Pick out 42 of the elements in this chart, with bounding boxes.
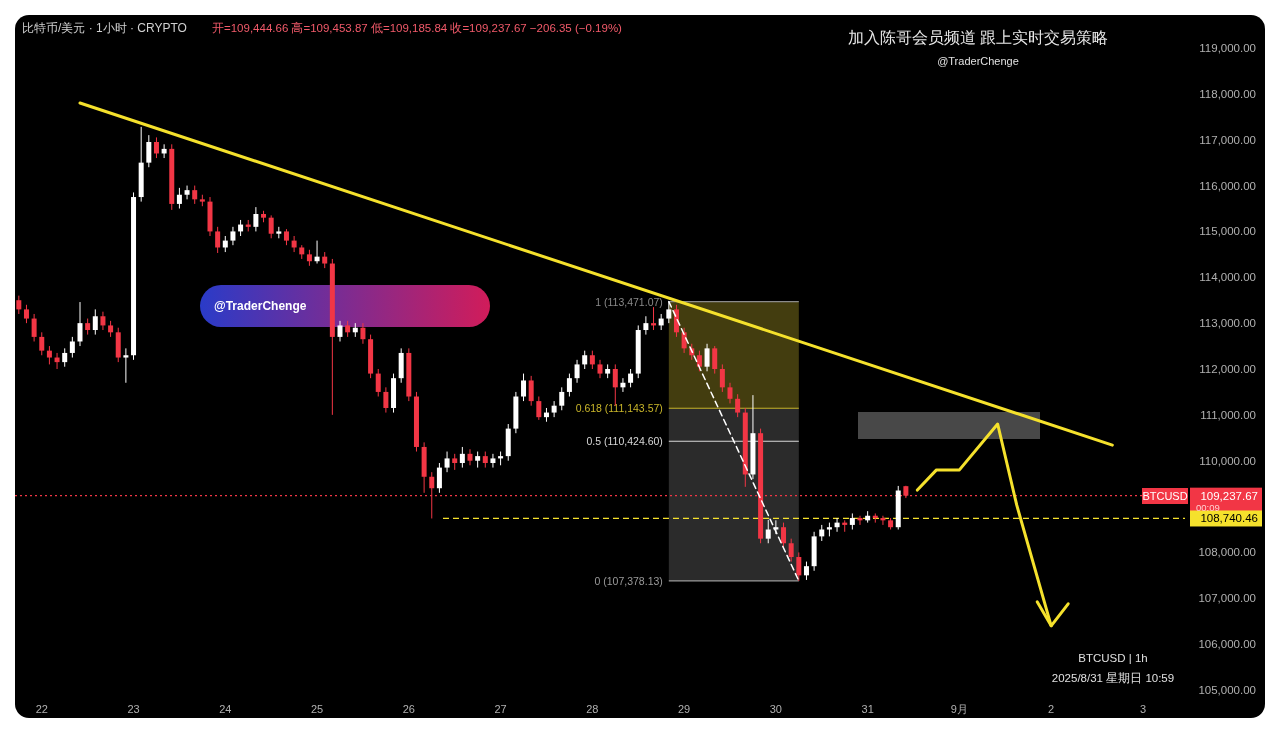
x-tick-label: 30 — [769, 703, 783, 715]
annotation: BTCUSD | 1h — [1078, 652, 1148, 664]
annotation: @TraderChenge — [937, 55, 1019, 67]
ref-line-label: 109,237.67 — [1200, 489, 1258, 502]
y-tick-label: 116,000.00 — [1199, 179, 1256, 192]
ref-line-label: 0 (107,378.13) — [594, 574, 663, 587]
y-tick-label: 118,000.00 — [1199, 87, 1256, 100]
x-tick-label: 31 — [861, 703, 874, 715]
y-tick-label: 115,000.00 — [1199, 225, 1256, 238]
y-tick-label: 108,000.00 — [1198, 546, 1256, 559]
x-tick-label: 29 — [677, 703, 691, 715]
x-tick-label: 26 — [402, 703, 415, 715]
x-tick-label: 23 — [127, 703, 140, 715]
y-tick-label: 110,000.00 — [1199, 454, 1256, 467]
x-tick-label: 24 — [219, 703, 232, 715]
y-tick-label: 114,000.00 — [1199, 271, 1256, 284]
ref-line-label: 0.618 (111,143.57) — [575, 402, 663, 415]
chart-subtitle: 开=109,444.66 高=109,453.87 低=109,185.84 收=109,237.67 −206.35 (−0.19%) — [212, 21, 623, 34]
x-tick-label: 9月 — [950, 703, 968, 715]
ref-line-label: 0.5 (110,424.60) — [586, 435, 663, 448]
text: 加入陈哥会员频道 跟上实时交易策略 — [847, 29, 1109, 46]
y-tick-label: 112,000.00 — [1199, 363, 1256, 375]
chart-title: 比特币/美元 · 1小时 · CRYPTO — [22, 21, 187, 35]
text: 00:09 — [1196, 502, 1220, 513]
x-tick-label: 22 — [35, 703, 48, 715]
y-tick-label: 113,000.00 — [1199, 317, 1256, 330]
x-tick-label: 3 — [1139, 703, 1146, 715]
ref-line-label: 108,740.46 — [1200, 512, 1258, 525]
y-tick-label: 119,000.00 — [1199, 42, 1256, 54]
x-tick-label: 2 — [1048, 703, 1055, 715]
x-tick-label: 27 — [494, 703, 507, 715]
annotation: BTCUSD — [1142, 490, 1188, 502]
x-tick-label: 25 — [310, 703, 324, 715]
annotation: @TraderChenge — [214, 299, 307, 313]
x-tick-label: 28 — [586, 703, 599, 715]
y-tick-label: 111,000.00 — [1200, 408, 1256, 421]
y-tick-label: 106,000.00 — [1198, 638, 1256, 651]
y-tick-label: 117,000.00 — [1199, 133, 1256, 146]
y-tick-label: 105,000.00 — [1198, 684, 1256, 696]
annotation: 2025/8/31 星期日 10:59 — [1051, 672, 1175, 684]
y-tick-label: 107,000.00 — [1198, 592, 1256, 605]
ref-line-label: 1 (113,471.07) — [595, 295, 663, 308]
